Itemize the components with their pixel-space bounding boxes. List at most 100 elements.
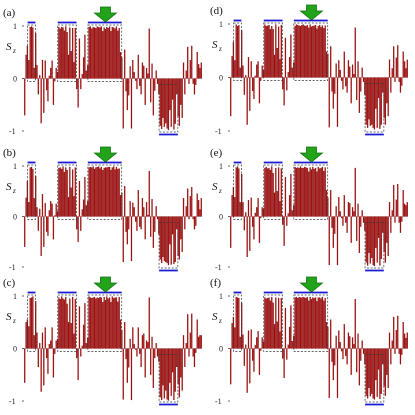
bar (231, 195, 233, 217)
bar (304, 25, 306, 78)
bar (346, 216, 348, 233)
bar (152, 348, 155, 389)
y-tick-label: 0 (13, 213, 17, 222)
bar (154, 348, 156, 359)
bar (290, 34, 292, 78)
bar (93, 296, 96, 349)
bar (119, 319, 122, 349)
bar (171, 216, 174, 235)
bar (356, 77, 358, 101)
bar (319, 168, 321, 217)
bar (377, 77, 380, 98)
bar (59, 28, 61, 79)
bar (405, 68, 407, 78)
y-axis-label: S (212, 39, 218, 51)
bar (245, 344, 247, 349)
bar (356, 348, 358, 373)
bar (39, 75, 41, 79)
bar (403, 333, 406, 349)
bar (294, 297, 296, 349)
bar (151, 199, 153, 217)
bar (335, 63, 337, 78)
y-tick-label: -1 (9, 263, 16, 272)
bar (394, 77, 396, 82)
bar (395, 57, 397, 78)
bar (148, 297, 150, 349)
bar (48, 75, 50, 79)
highlight-box (293, 164, 329, 220)
y-tick-label: -1 (215, 263, 222, 272)
y-axis-label: S (6, 41, 12, 53)
bar (129, 201, 131, 217)
bar (122, 348, 124, 400)
bar (324, 167, 326, 217)
bar (247, 330, 250, 349)
bar (103, 167, 105, 217)
bar (114, 28, 116, 79)
bar (350, 216, 352, 243)
bar (336, 216, 339, 266)
bar (391, 210, 393, 217)
highlight-box (293, 294, 329, 352)
bar (148, 170, 150, 217)
bar (150, 78, 152, 103)
bar (196, 52, 198, 79)
highlight-box (263, 294, 283, 352)
bar (249, 216, 251, 251)
bar (107, 298, 109, 349)
bar (37, 216, 39, 231)
bar (277, 167, 280, 217)
bar (74, 167, 76, 217)
down-arrow-icon (93, 6, 118, 23)
bar (188, 78, 190, 84)
bar (137, 190, 139, 217)
bar (267, 25, 269, 78)
bar (159, 348, 161, 398)
bar (395, 199, 397, 217)
bar (323, 28, 325, 78)
bar (295, 296, 298, 349)
bar (104, 29, 107, 79)
bar (96, 297, 98, 349)
bar (176, 216, 178, 230)
bar (30, 26, 33, 79)
bar (91, 167, 93, 217)
bar (261, 65, 263, 78)
bar (174, 348, 176, 392)
bar (340, 216, 343, 219)
bar (346, 77, 348, 93)
bar (234, 60, 236, 78)
bar (294, 26, 296, 78)
bar (297, 24, 299, 78)
bar (338, 197, 340, 217)
bar (199, 67, 201, 79)
bar (261, 337, 263, 349)
highlight-box (57, 294, 77, 352)
bar (167, 216, 170, 266)
bar (243, 216, 245, 231)
bar (48, 210, 50, 217)
bar (85, 343, 87, 349)
bar (171, 348, 174, 373)
bar (302, 296, 304, 349)
bar (340, 77, 343, 81)
bar (308, 27, 310, 78)
bar (126, 78, 128, 111)
bar (319, 24, 321, 78)
bar (196, 319, 198, 349)
bar (165, 78, 167, 124)
bar (401, 77, 403, 86)
bar (298, 25, 300, 78)
bar (136, 78, 138, 90)
bar (114, 297, 116, 349)
bar (50, 340, 52, 349)
bar (369, 348, 371, 397)
bar (181, 348, 183, 391)
bar (25, 54, 27, 79)
bar (345, 348, 347, 356)
bar (156, 348, 159, 357)
bar (134, 216, 137, 222)
bar (103, 296, 105, 349)
bar (173, 216, 175, 265)
bar (55, 67, 57, 79)
